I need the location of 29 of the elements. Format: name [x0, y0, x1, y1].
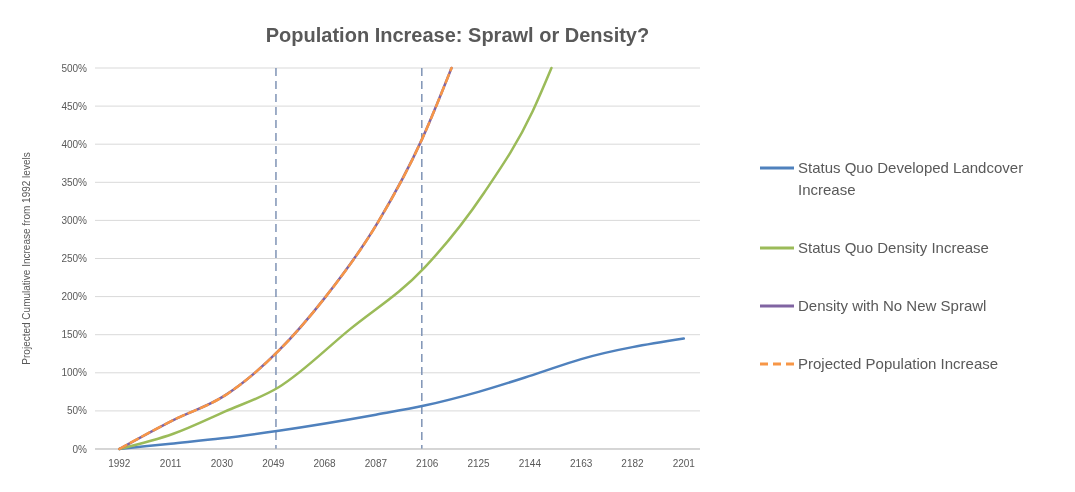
y-tick-label: 250%: [61, 253, 88, 264]
y-tick-label: 300%: [61, 214, 88, 226]
x-tick-label: 2011: [159, 458, 182, 469]
x-tick-label: 2030: [210, 458, 234, 469]
y-tick-label: 150%: [61, 329, 88, 341]
y-tick-label: 400%: [61, 138, 88, 150]
y-tick-label: 450%: [61, 100, 88, 112]
x-tick-label: 2182: [621, 458, 645, 469]
chart-title: Population Increase: Sprawl or Density?: [265, 24, 650, 46]
x-tick-label: 2049: [262, 458, 285, 469]
x-tick-label: 2201: [672, 458, 696, 469]
x-tick-label: 2144: [518, 458, 542, 469]
x-tick-label: 2125: [467, 458, 491, 469]
legend-label: Projected Population Increase: [798, 355, 999, 373]
legend-label: Status Quo Density Increase: [798, 239, 989, 257]
y-tick-label: 0%: [72, 443, 88, 455]
y-tick-label: 200%: [61, 291, 88, 303]
x-tick-label: 1992: [108, 458, 131, 469]
y-tick-label: 500%: [61, 62, 88, 74]
x-tick-label: 2106: [416, 458, 439, 469]
y-axis-title: Projected Cumulative Increase from 1992 levels: [21, 152, 32, 365]
x-tick-label: 2068: [313, 458, 337, 469]
legend-label: Density with No New Sprawl: [798, 297, 987, 315]
x-tick-label: 2163: [570, 458, 593, 469]
y-tick-label: 50%: [66, 405, 88, 417]
y-tick-label: 100%: [61, 367, 88, 379]
y-tick-label: 350%: [61, 176, 88, 188]
x-tick-label: 2087: [364, 458, 388, 469]
legend-label: Status Quo Developed Landcover Increase: [798, 159, 1024, 199]
